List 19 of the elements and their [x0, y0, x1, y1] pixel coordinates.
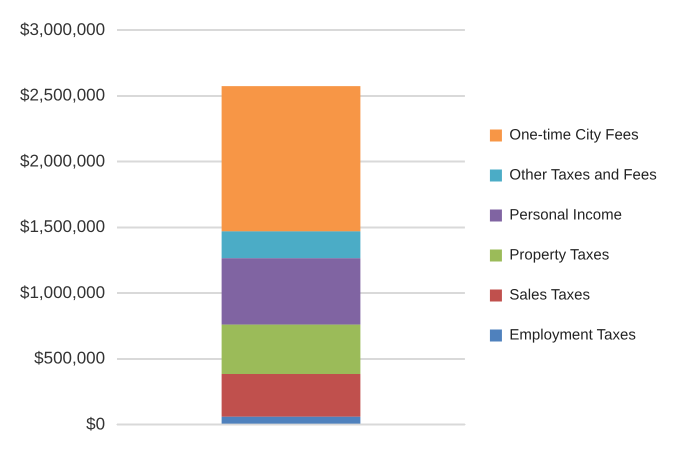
y-tick-label: $0: [86, 414, 106, 434]
bar: [222, 258, 360, 325]
y-tick-label: $3,000,000: [20, 20, 106, 39]
legend-label: Personal Income: [509, 206, 622, 224]
legend-label: Sales Taxes: [509, 286, 590, 304]
bar: [222, 324, 360, 374]
y-tick-label: $1,000,000: [20, 282, 106, 302]
legend-label: One-time City Fees: [509, 126, 639, 144]
y-tick-label: $2,000,000: [20, 151, 106, 170]
legend-label: Property Taxes: [509, 246, 610, 264]
y-tick-label: $1,500,000: [20, 217, 106, 236]
bar: [222, 416, 360, 424]
y-tick-label: $2,500,000: [20, 86, 106, 105]
legend-label: Employment Taxes: [509, 326, 636, 344]
bar: [222, 231, 360, 258]
y-tick-label: $500,000: [34, 348, 106, 368]
legend-label: Other Taxes and Fees: [509, 166, 657, 184]
bar: [222, 86, 360, 232]
bar: [222, 374, 360, 417]
